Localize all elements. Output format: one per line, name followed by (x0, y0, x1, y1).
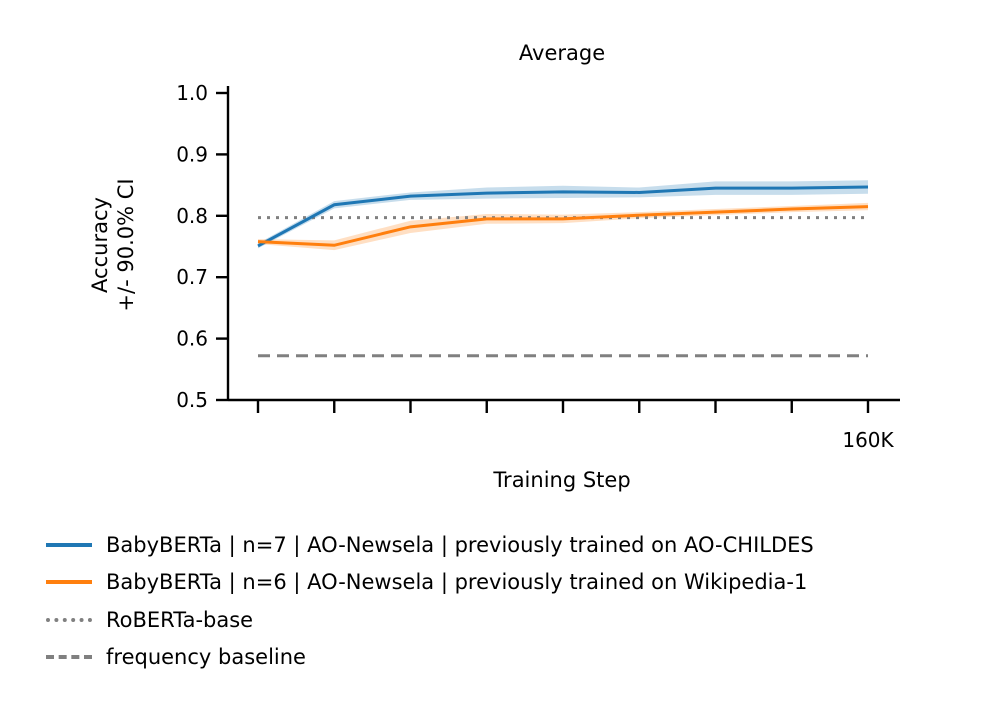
x-tick-label: 160K (842, 428, 894, 452)
y-tick-label: 0.7 (176, 265, 208, 289)
legend-label: BabyBERTa | n=6 | AO-Newsela | previousl… (106, 570, 808, 595)
y-tick-label: 0.8 (176, 204, 208, 228)
legend-swatch (46, 542, 92, 547)
legend-label: RoBERTa-base (106, 607, 254, 632)
legend-swatch (46, 617, 92, 622)
y-axis-label-line1: Accuracy (88, 197, 112, 293)
legend-item: RoBERTa-base (46, 601, 946, 639)
x-ticks: 160K (256, 400, 895, 452)
legend-swatch (46, 655, 92, 660)
y-tick-label: 1.0 (176, 81, 208, 105)
y-tick-label: 0.6 (176, 327, 208, 351)
y-axis-label: Accuracy +/- 90.0% CI (88, 178, 138, 311)
y-tick-label: 0.9 (176, 142, 208, 166)
x-axis-label: Training Step (492, 468, 630, 492)
legend-item: BabyBERTa | n=7 | AO-Newsela | previousl… (46, 526, 946, 564)
y-axis-label-line2: +/- 90.0% CI (114, 178, 138, 311)
legend-label: frequency baseline (106, 645, 306, 670)
chart-title: Average (519, 41, 605, 65)
y-ticks: 0.5 0.6 0.7 0.8 0.9 1.0 (176, 81, 228, 412)
reference-lines (258, 216, 868, 358)
legend-item: BabyBERTa | n=6 | AO-Newsela | previousl… (46, 564, 946, 602)
legend-swatch (46, 580, 92, 585)
legend-item: frequency baseline (46, 639, 946, 677)
legend: BabyBERTa | n=7 | AO-Newsela | previousl… (46, 526, 946, 676)
series-lines (257, 185, 869, 248)
legend-label: BabyBERTa | n=7 | AO-Newsela | previousl… (106, 532, 814, 557)
series-2-ci-band (258, 202, 868, 251)
y-tick-label: 0.5 (176, 388, 208, 412)
line-chart: Average Accuracy +/- 90.0% CI Training S… (88, 41, 900, 492)
